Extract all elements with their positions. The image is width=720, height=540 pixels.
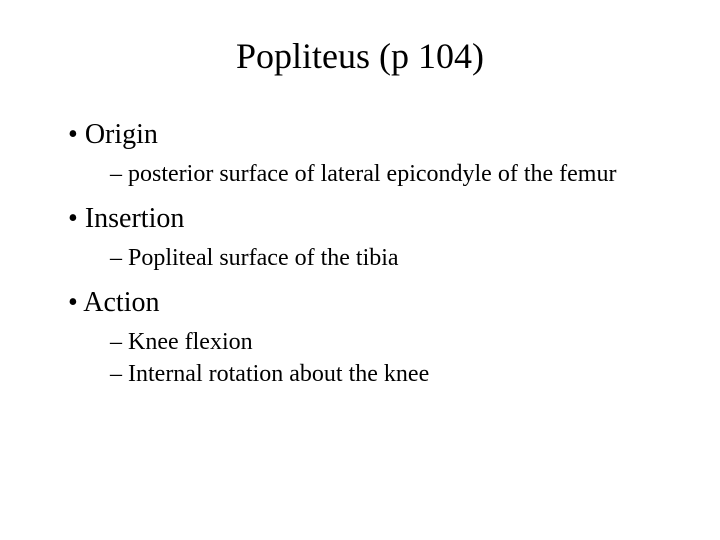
section-action: Action Knee flexion Internal rotation ab…: [68, 287, 660, 389]
section-insertion: Insertion Popliteal surface of the tibia: [68, 203, 660, 273]
list-item: Popliteal surface of the tibia: [110, 243, 660, 273]
slide-container: Popliteus (p 104) Origin posterior surfa…: [0, 0, 720, 540]
list-item: posterior surface of lateral epicondyle …: [110, 159, 660, 189]
list-item: Knee flexion: [110, 327, 660, 357]
section-heading: Origin: [85, 119, 158, 150]
sub-list: Popliteal surface of the tibia: [68, 243, 660, 273]
section-origin: Origin posterior surface of lateral epic…: [68, 119, 660, 189]
section-heading: Insertion: [85, 203, 185, 234]
bullet-list: Origin posterior surface of lateral epic…: [60, 119, 660, 389]
slide-title: Popliteus (p 104): [60, 35, 660, 77]
section-heading: Action: [83, 287, 159, 318]
sub-list: posterior surface of lateral epicondyle …: [68, 159, 660, 189]
list-item: Internal rotation about the knee: [110, 359, 660, 389]
sub-list: Knee flexion Internal rotation about the…: [68, 327, 660, 389]
